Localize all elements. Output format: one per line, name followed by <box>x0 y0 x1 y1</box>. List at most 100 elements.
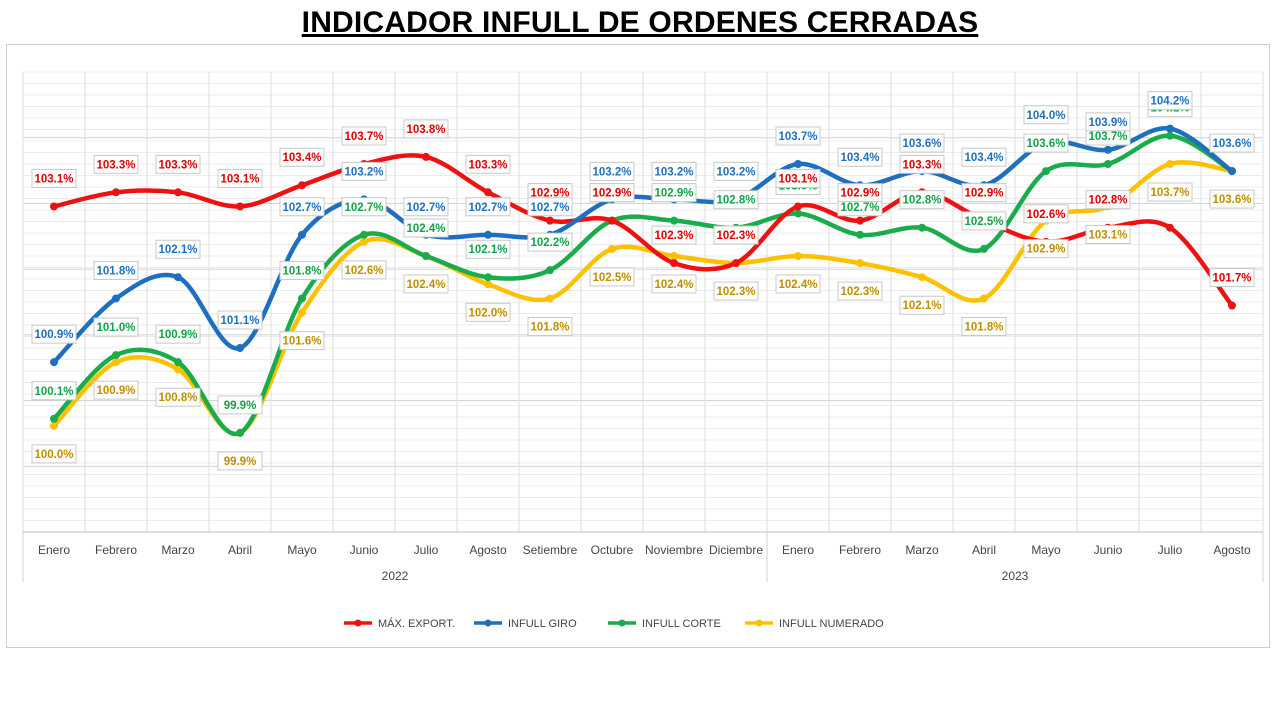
infull-giro-data-label: 103.9% <box>1088 117 1127 129</box>
infull-numerado-label-box <box>961 316 1007 336</box>
max-export-point <box>608 216 616 225</box>
x-tick-label: Octubre <box>591 543 634 557</box>
infull-corte-label-box <box>465 239 511 259</box>
infull-giro-legend-marker <box>484 619 492 627</box>
infull-corte-label-box <box>1023 133 1069 153</box>
infull-numerado-label-box <box>713 281 759 301</box>
infull-numerado-point <box>360 237 368 246</box>
x-tick-label: Enero <box>782 543 814 557</box>
infull-corte-data-label: 101.0% <box>96 322 135 334</box>
infull-corte-data-label: 102.4% <box>406 223 445 235</box>
infull-corte-label-box <box>341 197 387 217</box>
infull-numerado-data-label: 102.0% <box>468 307 507 319</box>
infull-corte-point <box>546 266 554 275</box>
infull-numerado-data-label: 102.9% <box>1026 244 1065 256</box>
max-export-data-label: 102.9% <box>592 188 631 200</box>
infull-corte-data-label: 102.7% <box>344 202 383 214</box>
infull-numerado-point <box>980 294 988 303</box>
infull-corte-point <box>484 273 492 282</box>
infull-corte-point <box>856 230 864 239</box>
infull-numerado-label-box <box>651 274 697 294</box>
infull-numerado-data-label: 99.9% <box>224 456 257 468</box>
infull-giro-label-box <box>465 197 511 217</box>
infull-corte-data-label: 103.6% <box>1026 138 1065 150</box>
infull-giro-data-label: 100.9% <box>34 329 73 341</box>
infull-corte-point <box>360 230 368 239</box>
max-export-legend-marker <box>354 619 362 627</box>
infull-numerado-point <box>546 294 554 303</box>
infull-giro-label-box <box>31 324 77 344</box>
infull-corte-point <box>298 294 306 303</box>
infull-numerado-data-label: 102.4% <box>654 279 693 291</box>
x-tick-label: Agosto <box>469 543 507 557</box>
max-export-label-box <box>961 183 1007 203</box>
infull-giro-data-label: 102.7% <box>530 202 569 214</box>
infull-giro-data-label: 103.7% <box>778 131 817 143</box>
infull-giro-data-label: 101.8% <box>96 265 135 277</box>
x-tick-label: Agosto <box>1213 543 1251 557</box>
x-tick-label: Diciembre <box>709 543 763 557</box>
infull-giro-label-box <box>217 310 263 330</box>
x-tick-label: Febrero <box>95 543 137 557</box>
max-export-label-box <box>341 126 387 146</box>
infull-corte-label-box <box>527 232 573 252</box>
infull-numerado-data-label: 102.6% <box>344 265 383 277</box>
infull-numerado-data-label: 101.6% <box>282 336 321 348</box>
infull-corte-data-label: 102.2% <box>530 237 569 249</box>
infull-corte-point <box>918 223 926 232</box>
infull-giro-legend-label: INFULL GIRO <box>508 618 577 630</box>
infull-numerado-data-label: 102.4% <box>406 279 445 291</box>
infull-numerado-data-label: 102.3% <box>840 286 879 298</box>
max-export-label-box <box>1209 268 1255 288</box>
max-export-label-box <box>217 168 263 188</box>
infull-numerado-point <box>174 365 182 374</box>
x-tick-label: Febrero <box>839 543 881 557</box>
max-export-data-label: 102.6% <box>1026 209 1065 221</box>
infull-corte-point <box>112 351 120 360</box>
infull-numerado-data-label: 100.9% <box>96 385 135 397</box>
infull-giro-data-label: 103.4% <box>840 152 879 164</box>
infull-corte-point <box>1104 160 1112 168</box>
infull-corte-label-box <box>279 260 325 280</box>
infull-corte-point <box>794 209 802 218</box>
max-export-data-label: 102.9% <box>964 188 1003 200</box>
infull-numerado-data-label: 103.7% <box>1150 187 1189 199</box>
max-export-data-label: 102.9% <box>840 188 879 200</box>
infull-numerado-data-label: 100.0% <box>34 449 73 461</box>
infull-numerado-point <box>298 308 306 317</box>
infull-numerado-label-box <box>31 444 77 464</box>
x-tick-label: Julio <box>1158 543 1183 557</box>
max-export-label-box <box>155 154 201 174</box>
max-export-data-label: 103.8% <box>406 124 445 136</box>
infull-numerado-label-box <box>155 387 201 407</box>
max-export-point <box>174 188 182 197</box>
infull-giro-data-label: 101.1% <box>220 315 259 327</box>
infull-numerado-label-box <box>93 380 139 400</box>
infull-corte-data-label: 100.9% <box>158 329 197 341</box>
max-export-data-label: 103.1% <box>34 173 73 185</box>
max-export-label-box <box>403 119 449 139</box>
infull-numerado-point <box>918 273 926 282</box>
max-export-label-box <box>589 183 635 203</box>
x-tick-label: Marzo <box>161 543 195 557</box>
max-export-point <box>236 202 244 211</box>
infull-corte-legend-label: INFULL CORTE <box>642 618 721 630</box>
infull-corte-data-label: 103.7% <box>1088 131 1127 143</box>
infull-giro-data-label: 102.7% <box>406 202 445 214</box>
max-export-point <box>794 202 802 211</box>
max-export-label-box <box>713 225 759 245</box>
max-export-label-box <box>465 154 511 174</box>
page-title: INDICADOR INFULL DE ORDENES CERRADAS <box>301 6 979 39</box>
infull-numerado-label-box <box>837 281 883 301</box>
x-tick-label: Julio <box>414 543 439 557</box>
infull-corte-point <box>236 428 244 437</box>
x-tick-label: Setiembre <box>523 543 578 557</box>
max-export-data-label: 103.3% <box>468 159 507 171</box>
max-export-data-label: 103.1% <box>220 173 259 185</box>
infull-corte-point <box>1042 167 1050 176</box>
infull-numerado-data-label: 103.1% <box>1088 229 1127 241</box>
infull-corte-label-box <box>93 317 139 337</box>
infull-giro-point <box>50 358 58 367</box>
max-export-data-label: 102.3% <box>654 230 693 242</box>
max-export-label-box <box>31 168 77 188</box>
